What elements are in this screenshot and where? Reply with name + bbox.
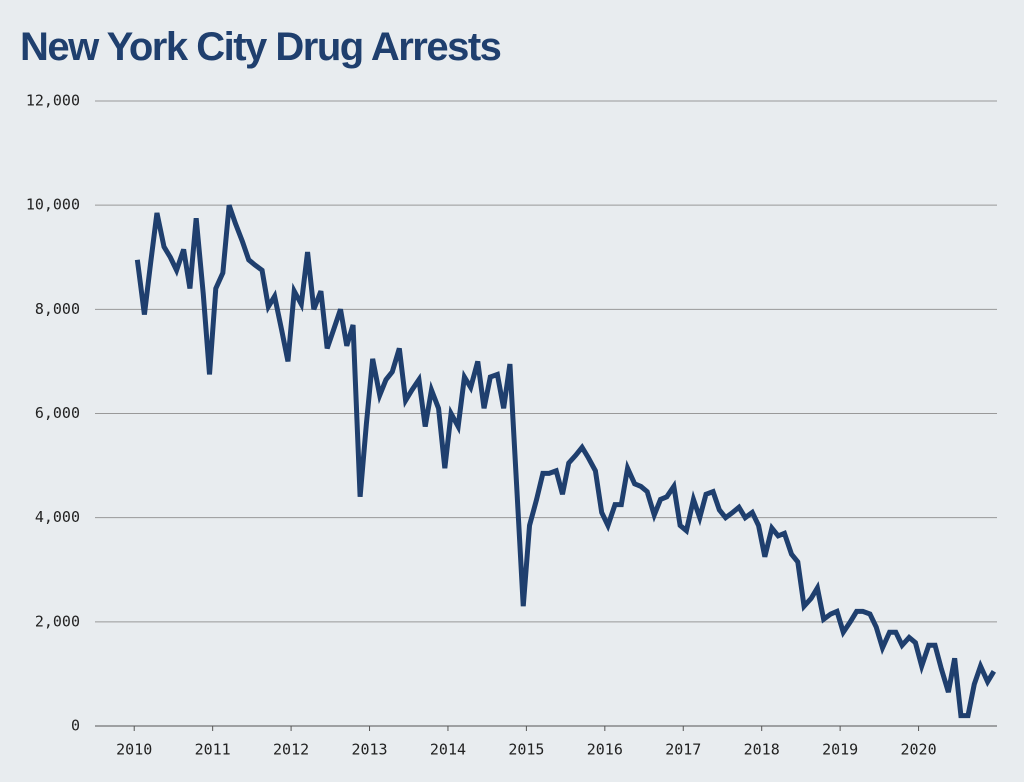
y-tick-label: 4,000	[35, 508, 80, 526]
x-tick-label: 2012	[273, 741, 309, 759]
x-tick-label: 2019	[822, 741, 858, 759]
y-tick-label: 0	[71, 717, 80, 735]
chart-title: New York City Drug Arrests	[20, 25, 501, 69]
x-tick-label: 2017	[665, 741, 701, 759]
x-tick-label: 2015	[508, 741, 544, 759]
y-tick-label: 10,000	[26, 196, 80, 214]
y-tick-label: 6,000	[35, 404, 80, 422]
x-tick-label: 2011	[195, 741, 231, 759]
y-tick-label: 8,000	[35, 300, 80, 318]
data-line	[134, 204, 997, 719]
x-tick-label: 2018	[744, 741, 780, 759]
x-tick-label: 2014	[430, 741, 466, 759]
y-tick-label: 12,000	[26, 92, 80, 110]
x-tick-label: 2020	[901, 741, 937, 759]
x-tick-label: 2013	[351, 741, 387, 759]
x-tick-label: 2010	[116, 741, 152, 759]
x-tick-label: 2016	[587, 741, 623, 759]
y-tick-label: 2,000	[35, 612, 80, 630]
